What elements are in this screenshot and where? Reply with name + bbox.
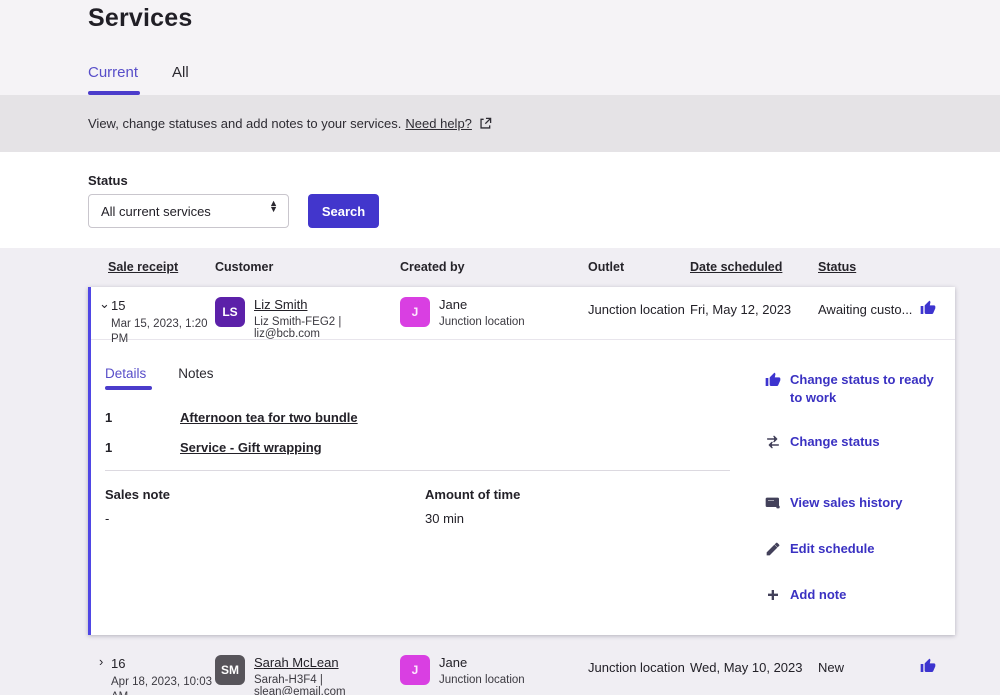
change-status-ready-button[interactable]: Change status to ready to work (765, 371, 943, 407)
creator-name: Jane (439, 297, 525, 312)
select-stepper-icon[interactable]: ▲▼ (269, 201, 278, 212)
column-status[interactable]: Status (818, 260, 856, 274)
tab-notes[interactable]: Notes (178, 366, 213, 390)
search-button[interactable]: Search (308, 194, 379, 228)
swap-arrows-icon (765, 434, 781, 450)
tab-current[interactable]: Current (88, 64, 138, 89)
creator-location: Junction location (439, 316, 525, 328)
status-value: New (818, 645, 920, 695)
status-select-value: All current services (101, 204, 211, 219)
info-banner: View, change statuses and add notes to y… (0, 95, 1000, 152)
change-status-button[interactable]: Change status (765, 433, 943, 451)
outlet-value: Junction location (588, 287, 690, 339)
page-title: Services (88, 4, 192, 33)
need-help-link[interactable]: Need help? (405, 116, 472, 131)
creator-avatar: J (400, 297, 430, 327)
row-actions: Change status to ready to work Change st… (765, 371, 943, 604)
service-row-collapsed[interactable]: › 16 Apr 18, 2023, 10:03 AM SM Sarah McL… (88, 645, 955, 695)
view-sales-history-button[interactable]: View sales history (765, 494, 943, 512)
page-header: Services Current All (0, 0, 1000, 95)
status-select[interactable]: All current services ▲▼ (88, 194, 289, 228)
customer-detail: Liz Smith-FEG2 | liz@bcb.com (254, 316, 400, 340)
receipt-id: 16 (111, 656, 215, 671)
edit-schedule-button[interactable]: Edit schedule (765, 540, 943, 558)
tab-details[interactable]: Details (105, 366, 146, 390)
add-note-button[interactable]: Add note (765, 586, 943, 604)
creator-location: Junction location (439, 674, 525, 686)
thumbs-up-status-icon[interactable] (920, 300, 936, 316)
amount-of-time-value: 30 min (425, 511, 745, 526)
customer-detail: Sarah-H3F4 | slean@email.com (254, 674, 400, 695)
status-filter-label: Status (88, 173, 128, 188)
thumbs-up-icon (765, 372, 781, 388)
chevron-right-icon[interactable]: › (99, 655, 103, 668)
sales-note-label: Sales note (105, 487, 425, 502)
tab-all[interactable]: All (172, 64, 189, 89)
service-row-expanded: ⌄ 15 Mar 15, 2023, 1:20 PM LS Liz Smith … (88, 287, 955, 635)
services-page: Services Current All View, change status… (0, 0, 1000, 695)
plus-icon (765, 587, 781, 603)
sales-note-value: - (105, 511, 425, 526)
line-item-name-link[interactable]: Afternoon tea for two bundle (180, 410, 358, 425)
sales-history-icon (765, 495, 781, 511)
table-header-row: Sale receipt Customer Created by Outlet … (88, 256, 955, 274)
date-scheduled-value: Wed, May 10, 2023 (690, 645, 818, 695)
column-date-scheduled[interactable]: Date scheduled (690, 260, 782, 274)
thumbs-up-status-icon[interactable] (920, 658, 936, 674)
customer-avatar: SM (215, 655, 245, 685)
outlet-value: Junction location (588, 645, 690, 695)
column-sale-receipt[interactable]: Sale receipt (108, 260, 178, 274)
customer-name-link[interactable]: Sarah McLean (254, 655, 339, 670)
chevron-down-icon[interactable]: ⌄ (99, 297, 110, 310)
creator-name: Jane (439, 655, 525, 670)
main-tabs: Current All (88, 64, 189, 89)
line-item-qty: 1 (105, 410, 180, 425)
amount-of-time-label: Amount of time (425, 487, 745, 502)
column-customer: Customer (215, 260, 273, 274)
pencil-icon (765, 541, 781, 557)
line-item-qty: 1 (105, 440, 180, 455)
services-table: Sale receipt Customer Created by Outlet … (0, 248, 1000, 695)
status-value: Awaiting custo... (818, 287, 920, 339)
customer-avatar: LS (215, 297, 245, 327)
creator-avatar: J (400, 655, 430, 685)
column-outlet: Outlet (588, 260, 624, 274)
customer-name-link[interactable]: Liz Smith (254, 297, 307, 312)
column-created-by: Created by (400, 260, 465, 274)
external-link-icon[interactable] (479, 117, 492, 130)
banner-text: View, change statuses and add notes to y… (88, 116, 401, 131)
receipt-id: 15 (111, 298, 215, 313)
date-scheduled-value: Fri, May 12, 2023 (690, 287, 818, 339)
line-item-name-link[interactable]: Service - Gift wrapping (180, 440, 322, 455)
table-row[interactable]: ⌄ 15 Mar 15, 2023, 1:20 PM LS Liz Smith … (91, 287, 955, 340)
filter-bar: Status All current services ▲▼ Search (0, 152, 1000, 248)
receipt-created-at: Apr 18, 2023, 10:03 AM (111, 675, 214, 695)
divider (105, 470, 730, 471)
